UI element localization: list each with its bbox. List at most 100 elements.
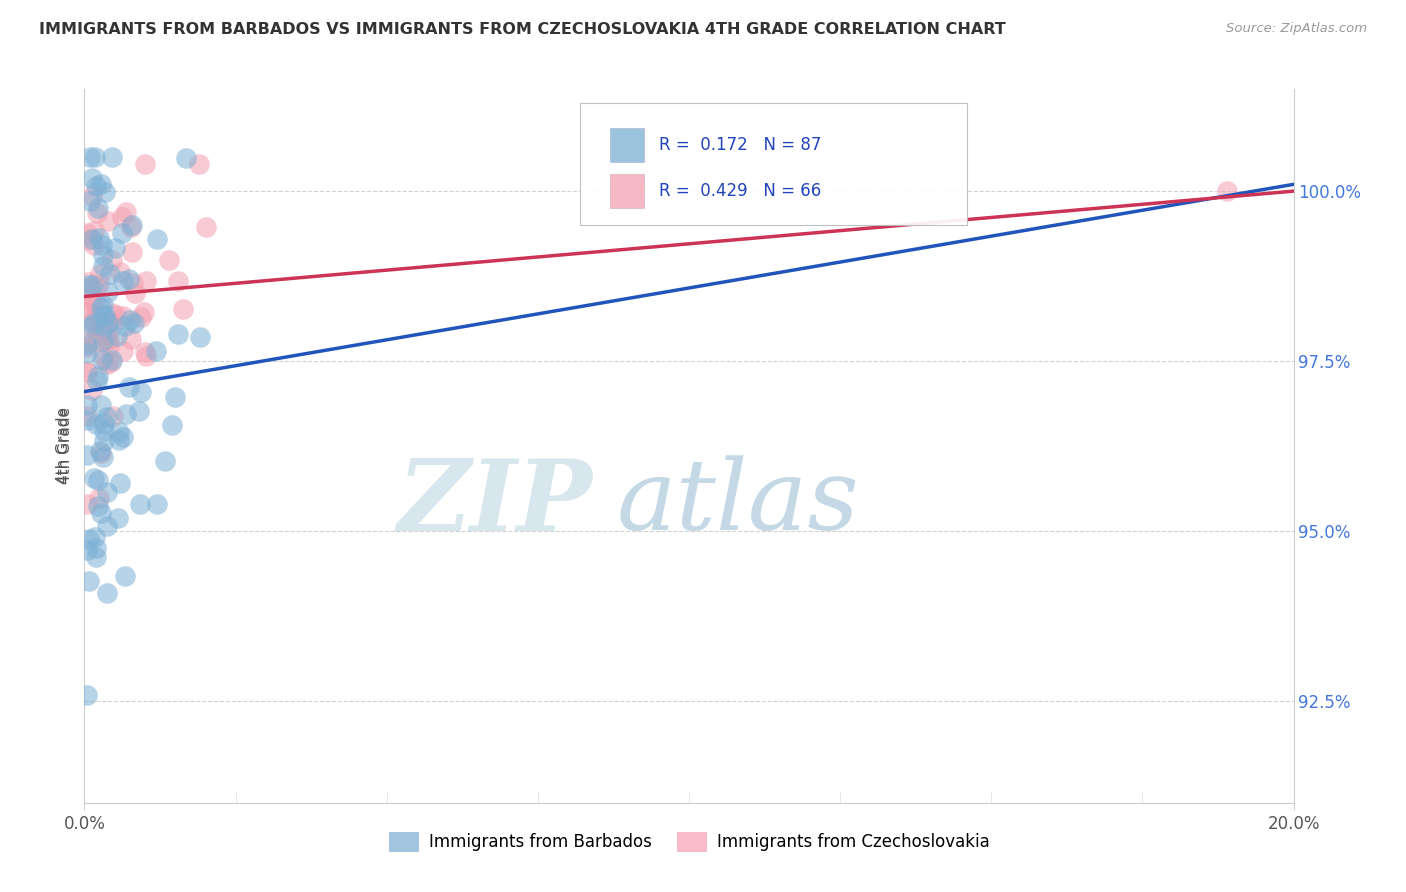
Point: [76, 365, 98, 379]
Point: [131, 385, 153, 400]
Point: [135, 349, 157, 363]
Point: [93, 434, 115, 449]
Point: [83, 150, 105, 164]
Point: [76, 226, 98, 240]
Point: [111, 344, 134, 359]
Point: [90, 237, 112, 252]
Point: [76, 413, 98, 427]
Point: [91, 298, 114, 312]
Point: [93, 334, 115, 348]
Point: [96, 410, 118, 425]
Point: [160, 418, 183, 433]
FancyBboxPatch shape: [581, 103, 967, 225]
Point: [84, 307, 107, 321]
Point: [86, 326, 108, 341]
Point: [115, 204, 138, 219]
Point: [94, 327, 117, 342]
Point: [107, 425, 129, 439]
Point: [90, 323, 112, 337]
Point: [76, 542, 98, 557]
Point: [90, 301, 112, 315]
Point: [97, 339, 120, 353]
Point: [90, 445, 112, 459]
Point: [93, 416, 115, 430]
Point: [97, 214, 120, 228]
Point: [80, 189, 103, 203]
Point: [129, 497, 152, 511]
Point: [76, 275, 98, 289]
Point: [110, 264, 132, 278]
Point: [104, 308, 127, 322]
Point: [121, 245, 143, 260]
Point: [145, 344, 167, 359]
Point: [146, 232, 169, 246]
Point: [96, 586, 118, 600]
Point: [120, 312, 142, 326]
Point: [82, 313, 104, 327]
Point: [89, 277, 111, 291]
Point: [100, 355, 122, 369]
Point: [76, 304, 98, 318]
Point: [96, 333, 118, 347]
Point: [124, 286, 146, 301]
Point: [101, 253, 124, 268]
Point: [89, 491, 111, 505]
Text: Source: ZipAtlas.com: Source: ZipAtlas.com: [1226, 22, 1367, 36]
Point: [111, 226, 134, 240]
Point: [82, 232, 104, 246]
Point: [122, 276, 145, 290]
Point: [111, 210, 134, 224]
Text: atlas: atlas: [616, 456, 859, 550]
Text: R =  0.429   N = 66: R = 0.429 N = 66: [659, 182, 821, 200]
Point: [157, 252, 180, 267]
Point: [167, 274, 190, 288]
Point: [122, 316, 145, 330]
Point: [135, 274, 157, 288]
Point: [134, 157, 156, 171]
Point: [96, 357, 118, 371]
Point: [90, 398, 112, 412]
Point: [77, 277, 100, 292]
Point: [98, 332, 121, 346]
Point: [163, 390, 186, 404]
Point: [77, 532, 100, 546]
Point: [83, 316, 105, 330]
Point: [87, 473, 110, 487]
Point: [97, 285, 120, 299]
Point: [98, 267, 121, 281]
Point: [115, 408, 138, 422]
Point: [117, 380, 139, 394]
Point: [89, 443, 111, 458]
Point: [114, 569, 136, 583]
Point: [76, 338, 98, 352]
Point: [76, 409, 98, 423]
Point: [105, 329, 128, 343]
Point: [134, 345, 156, 359]
Point: [83, 319, 105, 334]
Point: [129, 310, 152, 325]
Point: [94, 319, 117, 334]
Text: R =  0.172   N = 87: R = 0.172 N = 87: [659, 136, 821, 154]
Point: [83, 237, 105, 252]
Point: [76, 688, 98, 702]
Point: [100, 150, 122, 164]
Legend: Immigrants from Barbados, Immigrants from Czechoslovakia: Immigrants from Barbados, Immigrants fro…: [382, 825, 995, 859]
Point: [84, 530, 107, 544]
Point: [80, 278, 103, 293]
Point: [80, 318, 103, 333]
Point: [79, 150, 101, 164]
FancyBboxPatch shape: [610, 174, 644, 209]
Point: [146, 497, 169, 511]
Point: [76, 497, 98, 511]
Point: [134, 305, 156, 319]
Point: [87, 368, 110, 383]
Point: [93, 425, 115, 439]
Point: [1216, 184, 1239, 198]
Point: [80, 295, 103, 310]
Point: [84, 541, 107, 555]
Point: [118, 272, 141, 286]
Point: [79, 194, 101, 209]
Text: ZIP: ZIP: [398, 455, 592, 551]
Point: [112, 309, 135, 323]
Point: [83, 471, 105, 485]
